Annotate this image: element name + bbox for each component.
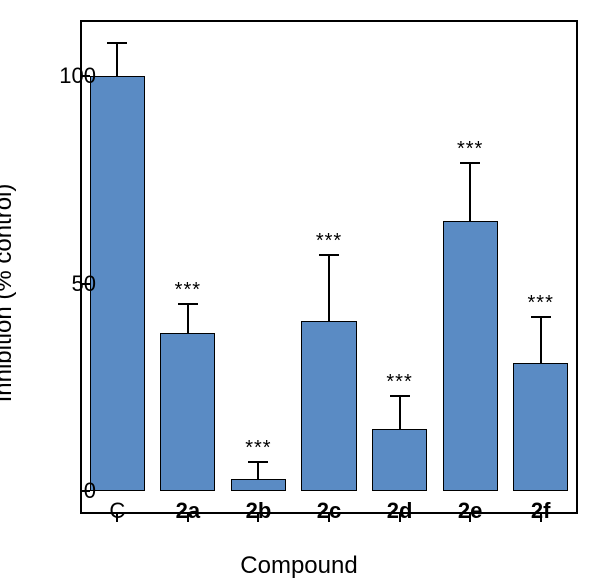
errorbar-cap: [460, 162, 480, 164]
y-tick-label: 0: [84, 478, 96, 504]
x-tick-label: 2e: [458, 498, 482, 524]
x-tick-label: 2c: [317, 498, 341, 524]
x-tick-label: 2f: [531, 498, 551, 524]
significance-label: ***: [175, 279, 201, 302]
x-tick-label: 2b: [246, 498, 272, 524]
significance-label: ***: [457, 138, 483, 161]
bar: [372, 429, 427, 491]
errorbar: [399, 396, 401, 429]
bar: [513, 363, 568, 492]
errorbar-cap: [319, 254, 339, 256]
errorbar: [187, 304, 189, 333]
y-tick-label: 50: [72, 271, 96, 297]
significance-label: ***: [316, 230, 342, 253]
chart-container: Inhibition (% control) *****************…: [0, 0, 598, 586]
bars-layer: *** *** *** *** *** ***: [82, 22, 576, 512]
significance-label: ***: [386, 371, 412, 394]
errorbar-cap: [390, 395, 410, 397]
bar: [160, 333, 215, 491]
significance-label: ***: [245, 437, 271, 460]
errorbar-cap: [531, 316, 551, 318]
x-tick-label: C: [109, 498, 125, 524]
y-axis-label: Inhibition (% control): [0, 184, 18, 403]
plot-area: *** *** *** *** *** ***: [80, 20, 578, 514]
bar: [231, 479, 286, 491]
errorbar: [540, 317, 542, 363]
bar: [301, 321, 356, 491]
bar: [90, 76, 145, 491]
y-tick-label: 100: [59, 63, 96, 89]
x-tick-label: 2d: [387, 498, 413, 524]
bar: [443, 221, 498, 491]
x-tick-label: 2a: [176, 498, 200, 524]
errorbar: [328, 255, 330, 321]
errorbar: [469, 163, 471, 221]
significance-label: ***: [528, 292, 554, 315]
x-axis-label: Compound: [0, 552, 598, 580]
errorbar-cap: [107, 42, 127, 44]
errorbar: [116, 43, 118, 76]
errorbar: [257, 462, 259, 479]
errorbar-cap: [178, 303, 198, 305]
errorbar-cap: [248, 461, 268, 463]
